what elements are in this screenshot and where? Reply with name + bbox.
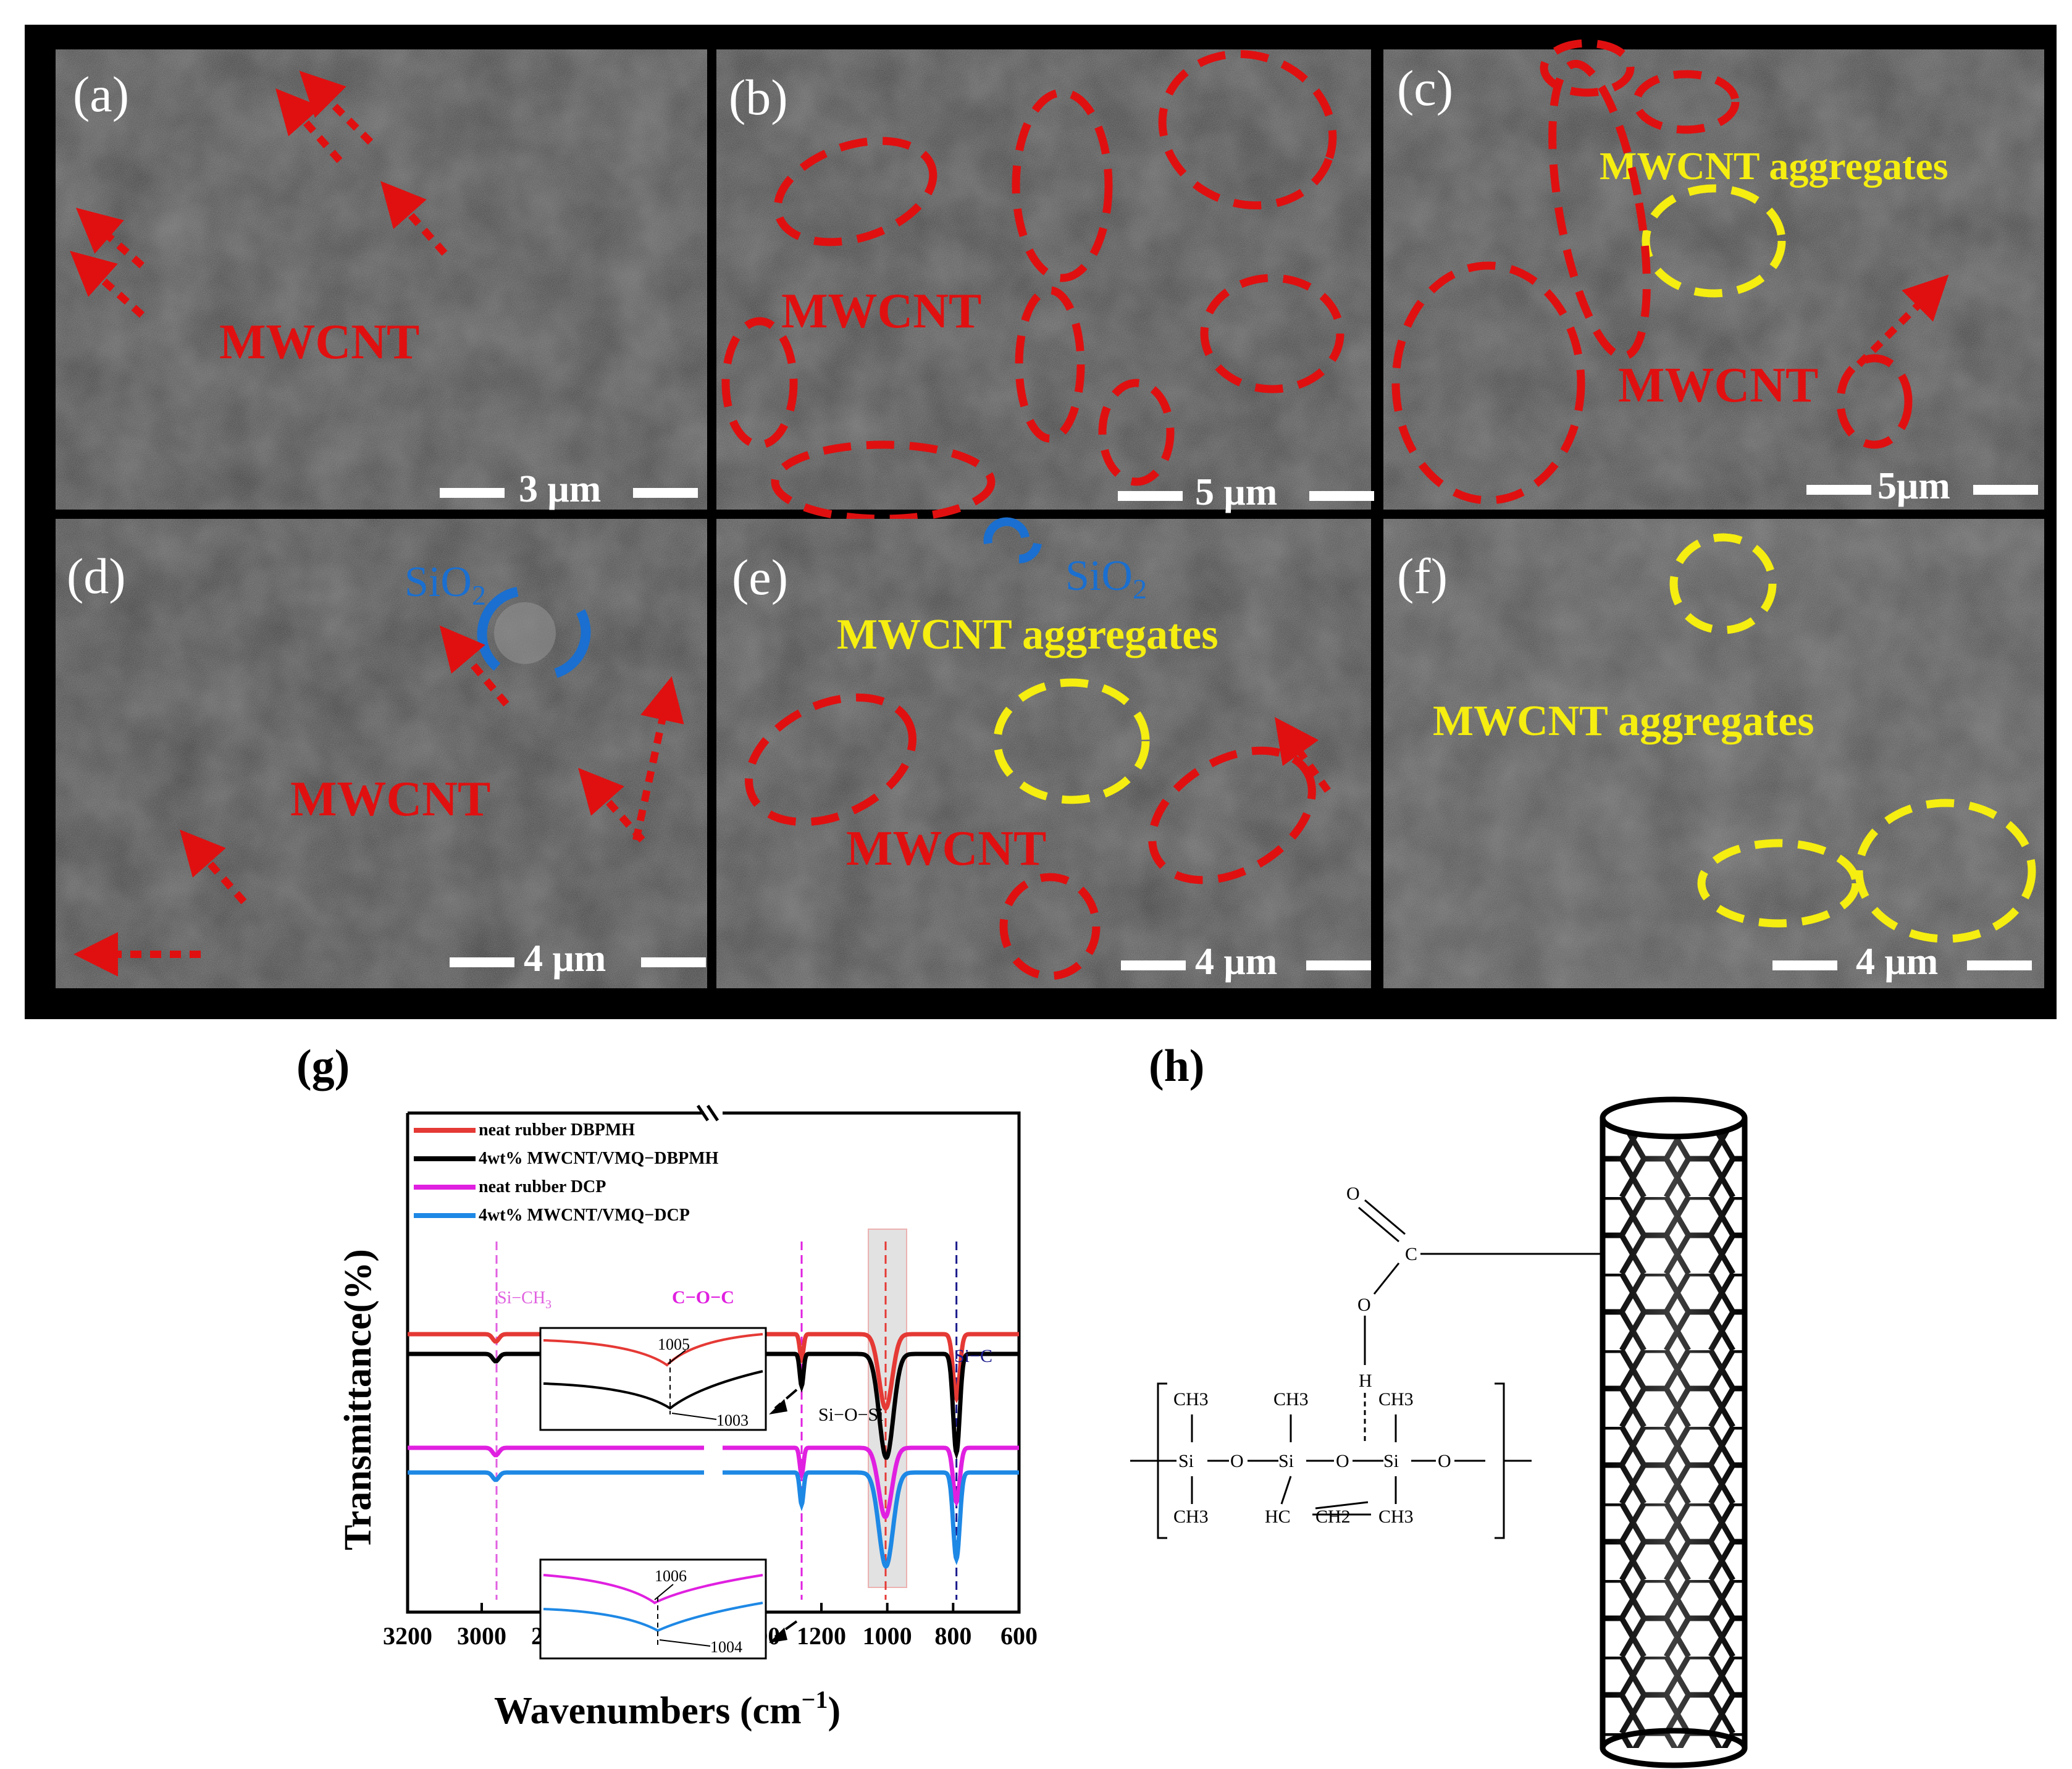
x-tick-label: 3000 [457,1622,506,1650]
blue-circle-marker [477,587,591,678]
x-tick-label: 1200 [797,1622,846,1650]
atom-label: C [1405,1244,1417,1264]
scale-bar-c: 5μm [1806,465,2038,507]
sem-label-mwcnt: MWCNT [1618,358,1818,413]
sem-label-aggregates: MWCNT aggregates [1600,144,1948,188]
sem-panel-c: (c) MWCNT aggregates MWCNT 5μm [1383,39,2044,510]
panel-label-b: (b) [729,69,788,125]
x-tick-label: 3200 [383,1622,432,1650]
series-line [723,1332,1019,1411]
inset-peak-label: 1004 [710,1638,742,1656]
atom-label: Si [1278,1451,1294,1471]
sem-panel-f: (f) MWCNT aggregates 4 μm [1383,519,2044,988]
yellow-aggregate-circles [1669,533,2036,943]
annotation-si-c: Si−C [954,1346,992,1366]
panel-label-c: (c) [1397,60,1453,116]
red-dashed-ellipses [745,693,1316,980]
panel-label-g: (g) [296,1044,350,1091]
series-line [723,1445,1019,1520]
atom-label: CH3 [1378,1506,1414,1527]
svg-text:5 μm: 5 μm [1195,471,1277,513]
scale-bar-a: 3 μm [440,468,698,510]
inset-peak-label: 1005 [658,1335,690,1353]
atom-label: CH3 [1273,1389,1309,1410]
carboxyl-group [1358,1199,1603,1442]
inset-1: 1005 1003 [539,1327,767,1431]
legend-item: neat rubber DCP [479,1177,606,1196]
sem-label-aggregates: MWCNT aggregates [837,611,1218,658]
sem-label-mwcnt: MWCNT [290,772,490,826]
legend-item: neat rubber DBPMH [479,1120,635,1140]
inset-peak-label: 1006 [655,1567,687,1585]
chemical-structure: (h) O C O H [1130,1044,1748,1768]
x-axis-label: Wavenumbers (cm−1) [494,1686,841,1732]
panel-label-f: (f) [1397,548,1448,604]
sem-label-aggregates: MWCNT aggregates [1433,697,1814,745]
red-dashed-ellipses [721,49,1344,523]
atom-label: HC [1265,1506,1291,1527]
red-arrows [73,625,684,977]
series-line [723,1470,1019,1569]
sem-panel-e: (e) SiO2 MWCNT aggregates MWCNT 4 μm [716,517,1371,988]
atom-label: CH3 [1173,1506,1209,1527]
scale-bar-e: 4 μm [1121,941,1371,983]
legend: neat rubber DBPMH 4wt% MWCNT/VMQ−DBPMH n… [414,1120,719,1225]
legend-item: 4wt% MWCNT/VMQ−DCP [479,1206,690,1225]
sem-panel-d: (d) SiO2 MWCNT 4 μm [56,519,707,988]
annotation-si-ch3: Si−CH3 [497,1288,552,1311]
series-line [723,1351,1019,1460]
annotation-si-o-si: Si−O−Si [818,1405,884,1425]
atom-label: O [1336,1451,1349,1471]
svg-text:4 μm: 4 μm [1195,941,1277,983]
atom-label: Si [1383,1451,1399,1471]
x-tick-label: 600 [1000,1622,1038,1650]
sem-label-sio2: SiO2 [405,558,486,611]
yellow-aggregate-circle [993,678,1150,804]
sem-label-mwcnt: MWCNT [846,821,1046,876]
atom-label: O [1346,1183,1360,1204]
x-tick-label: 800 [934,1622,971,1650]
atom-label: O [1230,1451,1244,1471]
svg-text:4 μm: 4 μm [524,938,606,980]
ftir-chart: (g) 320030002800260024001400120010008006… [296,1044,1038,1732]
panel-label-d: (d) [67,548,126,604]
yellow-aggregate-circle [1642,184,1786,298]
atom-label: CH3 [1378,1389,1414,1410]
scale-bar-d: 4 μm [450,938,706,980]
sem-figure: (a) MWCNT 3 μm (b) MWCNT [25,25,2057,1019]
inset-2: 1006 1004 [539,1558,767,1660]
atom-label: H [1359,1371,1372,1391]
sem-label-sio2: SiO2 [1065,552,1147,605]
series-line [408,1445,704,1458]
panel-label-e: (e) [732,549,788,605]
inset-peak-label: 1003 [716,1411,749,1429]
series-line [408,1470,704,1482]
sem-label-mwcnt: MWCNT [781,284,981,338]
y-axis-label: Transmittance(%) [337,1249,379,1550]
panel-label-h: (h) [1149,1044,1204,1091]
svg-text:3 μm: 3 μm [519,468,601,510]
atom-label: CH2 [1315,1506,1351,1527]
atom-label: O [1438,1451,1451,1471]
legend-item: 4wt% MWCNT/VMQ−DBPMH [479,1149,719,1168]
annotation-coc: C−O−C [672,1287,734,1308]
atom-label: CH3 [1173,1389,1209,1410]
sem-label-mwcnt: MWCNT [219,315,419,369]
scale-bar-b: 5 μm [1118,471,1374,513]
atom-label: O [1357,1295,1371,1315]
nanotube [1600,1096,1748,1768]
red-arrows [70,70,448,318]
sem-panel-b: (b) MWCNT 5 μm [716,49,1374,523]
scale-bar-f: 4 μm [1772,941,2032,983]
panel-label-a: (a) [73,66,129,122]
x-tick-label: 1000 [863,1622,912,1650]
svg-text:4 μm: 4 μm [1856,941,1938,983]
sem-panel-a: (a) MWCNT 3 μm [56,49,707,510]
svg-text:5μm: 5μm [1877,465,1950,507]
reference-lines [495,1242,958,1600]
atom-label: Si [1178,1451,1194,1471]
siloxane-backbone [1130,1382,1532,1539]
blue-circle-marker [983,517,1042,563]
